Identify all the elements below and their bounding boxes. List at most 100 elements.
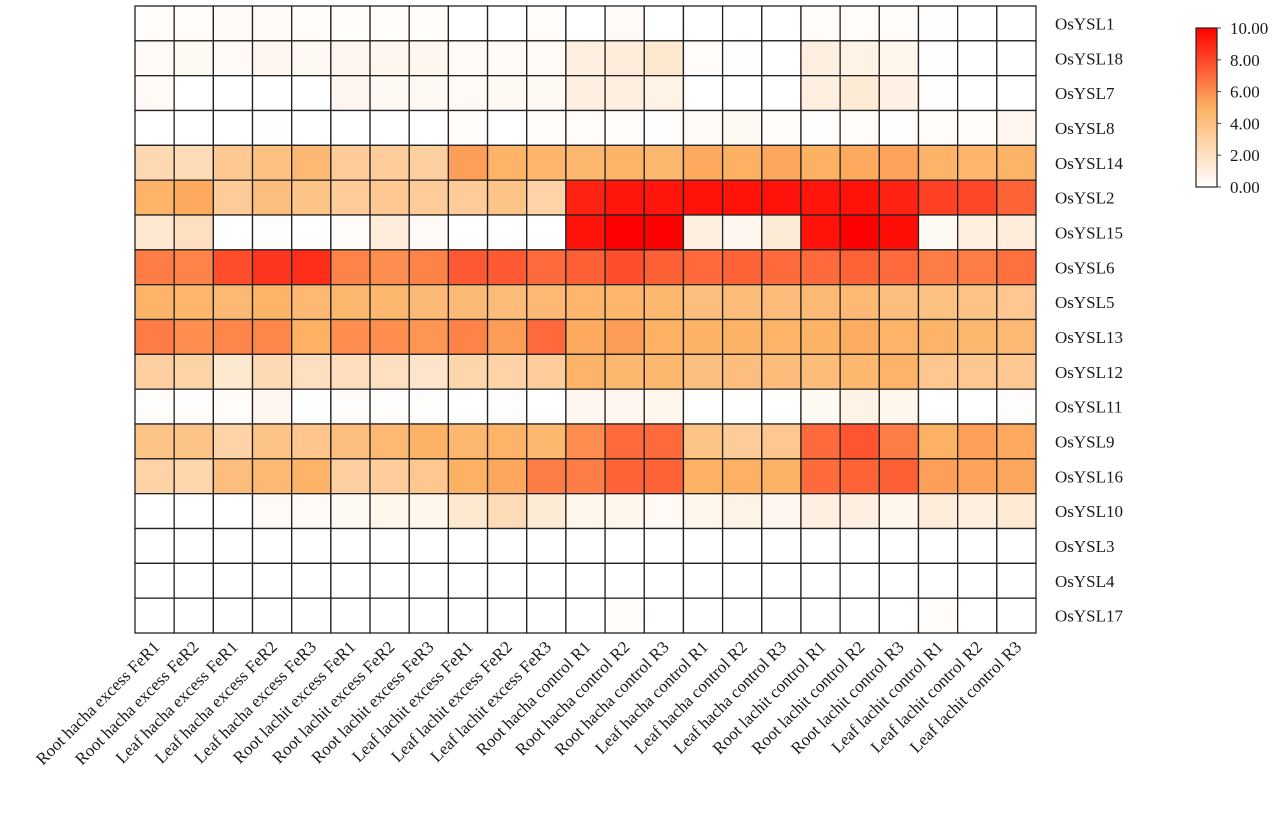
heatmap-cell (917, 562, 959, 599)
heatmap-cell (251, 109, 293, 146)
heatmap-cell (291, 40, 332, 77)
heatmap-cell (721, 144, 763, 181)
heatmap-cell (604, 458, 645, 495)
heatmap-cell (682, 318, 724, 355)
heatmap-cell (134, 109, 175, 146)
heatmap-cell (565, 388, 606, 425)
heatmap-cell (212, 423, 254, 460)
row-label: OsYSL13 (1055, 328, 1123, 347)
heatmap-cell (212, 5, 254, 42)
heatmap-cell (173, 458, 214, 495)
heatmap-cell (604, 40, 645, 77)
heatmap-cell (761, 249, 802, 286)
heatmap-cell (291, 493, 332, 530)
heatmap-cell (996, 75, 1037, 112)
colorbar-tick-label: 6.00 (1230, 83, 1260, 102)
heatmap-cell (173, 318, 214, 355)
heatmap-cell (643, 179, 685, 216)
heatmap-cell (212, 40, 254, 77)
heatmap-cell (486, 527, 528, 564)
heatmap-cell (330, 40, 371, 77)
heatmap-cell (369, 5, 410, 42)
heatmap-cell (408, 458, 450, 495)
heatmap-cell (878, 75, 920, 112)
heatmap-cell (330, 144, 371, 181)
heatmap-cell (682, 109, 724, 146)
heatmap-cell (212, 597, 254, 634)
row-label: OsYSL6 (1055, 258, 1115, 277)
heatmap-cell (957, 458, 998, 495)
heatmap-cell (878, 214, 920, 251)
heatmap-cell (839, 318, 880, 355)
heatmap-cell (957, 493, 998, 530)
heatmap-cell (761, 214, 802, 251)
heatmap-cell (251, 5, 293, 42)
heatmap-cell (134, 249, 175, 286)
heatmap-cell (917, 353, 959, 390)
heatmap-cell (251, 318, 293, 355)
heatmap-cell (173, 423, 214, 460)
heatmap-cell (761, 353, 802, 390)
heatmap-cell (878, 109, 920, 146)
heatmap-cell (839, 109, 880, 146)
heatmap-cell (173, 179, 214, 216)
colorbar-tick-label: 10.00 (1230, 19, 1268, 38)
heatmap-cell (447, 597, 489, 634)
heatmap-cell (721, 562, 763, 599)
heatmap-cell (212, 249, 254, 286)
heatmap-cell (447, 5, 489, 42)
heatmap-cell (682, 388, 724, 425)
heatmap-cell (330, 75, 371, 112)
heatmap-cell (721, 75, 763, 112)
heatmap-cell (643, 144, 685, 181)
heatmap-cell (369, 597, 410, 634)
heatmap-cell (251, 179, 293, 216)
heatmap-cell (800, 318, 841, 355)
heatmap-cell (761, 562, 802, 599)
heatmap-cell (486, 458, 528, 495)
heatmap-cell (643, 75, 685, 112)
row-label: OsYSL10 (1055, 502, 1123, 521)
heatmap-cell (369, 249, 410, 286)
heatmap-cell (173, 214, 214, 251)
heatmap-cell (291, 562, 332, 599)
heatmap-cell (486, 179, 528, 216)
heatmap-cell (643, 249, 685, 286)
row-labels: OsYSL1 OsYSL18 OsYSL7 OsYSL8 OsYSL14 OsYSL2 Os… (1055, 14, 1124, 625)
heatmap-cell (486, 423, 528, 460)
heatmap-cell (917, 597, 959, 634)
heatmap-cell (682, 423, 724, 460)
heatmap-cell (369, 179, 410, 216)
heatmap-cell (917, 284, 959, 321)
heatmap-cell (682, 493, 724, 530)
heatmap-cell (134, 388, 175, 425)
heatmap-cell (878, 388, 920, 425)
heatmap-cell (800, 144, 841, 181)
heatmap-cell (800, 388, 841, 425)
heatmap-cell (682, 597, 724, 634)
heatmap-cell (996, 179, 1037, 216)
heatmap-cell (565, 284, 606, 321)
heatmap-cell (957, 214, 998, 251)
heatmap-cell (682, 5, 724, 42)
heatmap-cell (369, 353, 410, 390)
heatmap-cell (604, 75, 645, 112)
heatmap-cell (212, 458, 254, 495)
heatmap-cell (408, 75, 450, 112)
heatmap-cell (526, 388, 567, 425)
heatmap-cell (800, 493, 841, 530)
heatmap-cell (251, 423, 293, 460)
heatmap-cell (643, 423, 685, 460)
heatmap-cell (800, 109, 841, 146)
row-label: OsYSL8 (1055, 119, 1115, 138)
heatmap-cell (996, 109, 1037, 146)
heatmap-cell (134, 318, 175, 355)
heatmap-cell (917, 458, 959, 495)
heatmap-cell (251, 284, 293, 321)
heatmap-cell (996, 388, 1037, 425)
heatmap-cell (800, 5, 841, 42)
heatmap-cell (447, 284, 489, 321)
heatmap-cell (643, 5, 685, 42)
heatmap-cell (408, 318, 450, 355)
